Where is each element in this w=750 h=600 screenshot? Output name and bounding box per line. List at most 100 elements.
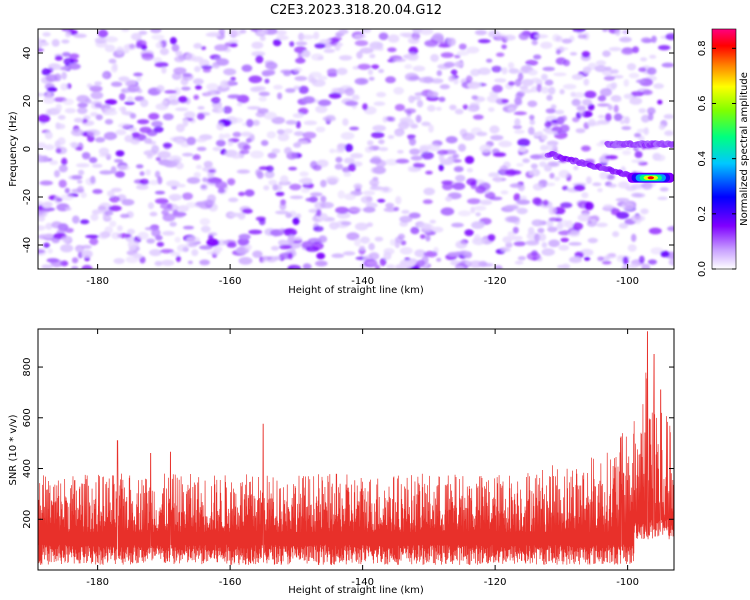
heatmap-speckle xyxy=(216,58,229,66)
heatmap-speckle xyxy=(130,32,142,41)
heatmap-speckle xyxy=(200,46,207,51)
heatmap-speckle xyxy=(445,136,458,144)
heatmap-speckle xyxy=(200,184,207,189)
heatmap-speckle xyxy=(325,175,340,184)
heatmap-speckle xyxy=(137,119,150,125)
heatmap-speckle xyxy=(273,84,283,90)
heatmap-speckle xyxy=(263,185,270,191)
heatmap-speckle xyxy=(514,118,521,127)
heatmap-speckle xyxy=(344,143,353,152)
heatmap-speckle xyxy=(318,235,328,243)
heatmap-speckle xyxy=(283,228,297,237)
heatmap-speckle xyxy=(104,226,113,235)
heatmap-speckle xyxy=(387,47,397,53)
heatmap-speckle xyxy=(498,140,513,148)
heatmap-speckle xyxy=(300,177,313,185)
heatmap-speckle xyxy=(206,32,221,37)
colorbar-tick-label: 0.2 xyxy=(697,206,708,222)
heatmap-speckle xyxy=(298,107,309,115)
heatmap-speckle xyxy=(421,121,431,127)
heatmap-speckle xyxy=(186,136,196,146)
heatmap-speckle xyxy=(584,90,597,99)
heatmap-speckle xyxy=(338,29,349,35)
heatmap-speckle xyxy=(151,120,163,128)
heatmap-speckle xyxy=(57,115,66,120)
heatmap-speckle xyxy=(634,132,642,138)
heatmap-speckle xyxy=(178,54,185,60)
heatmap-speckle xyxy=(316,252,326,260)
heatmap-speckle xyxy=(597,95,607,102)
heatmap-speckle xyxy=(64,187,70,194)
heatmap-speckle xyxy=(603,75,616,81)
heatmap-speckle xyxy=(486,58,493,63)
heatmap-speckle xyxy=(110,166,117,174)
heatmap-speckle xyxy=(427,105,436,112)
heatmap-speckle xyxy=(554,109,565,115)
heatmap-speckle xyxy=(38,114,51,123)
heatmap-speckle xyxy=(81,244,92,249)
heatmap-speckle xyxy=(398,121,410,130)
heatmap-speckle xyxy=(139,126,152,134)
heatmap-speckle xyxy=(407,166,416,172)
heatmap-speckle xyxy=(257,108,269,114)
heatmap-speckle xyxy=(206,83,219,91)
snr-y-ticks: 200 400 600 800 xyxy=(22,358,674,529)
heatmap-speckle xyxy=(369,186,384,191)
heatmap-speckle xyxy=(228,212,242,217)
heatmap-speckle xyxy=(359,47,374,54)
heatmap-speckle xyxy=(336,67,348,75)
heatmap-speckle xyxy=(602,260,612,265)
heatmap-speckle xyxy=(602,70,614,76)
heatmap-speckle xyxy=(441,180,454,185)
heatmap-speckle xyxy=(263,111,277,120)
heatmap-speckle xyxy=(392,58,406,63)
heatmap-speckle xyxy=(44,131,53,140)
heatmap-speckle xyxy=(545,108,556,114)
heatmap-speckle xyxy=(75,146,83,151)
y-tick-label: 600 xyxy=(22,408,33,427)
heatmap-speckle xyxy=(649,54,657,59)
heatmap-speckle xyxy=(395,196,402,205)
heatmap-speckle xyxy=(224,149,238,158)
heatmap-speckle xyxy=(115,150,125,157)
heatmap-speckle xyxy=(372,166,386,175)
heatmap-speckle xyxy=(546,219,554,228)
heatmap-speckle xyxy=(643,127,649,136)
heatmap-speckle xyxy=(408,137,417,146)
heatmap-speckle xyxy=(56,197,63,202)
heatmap-speckle xyxy=(367,140,374,146)
heatmap-speckle xyxy=(191,249,199,257)
colorbar-label: Normalized spectral amplitude xyxy=(739,72,750,226)
heatmap-speckle xyxy=(558,244,570,251)
heatmap-speckle xyxy=(168,99,180,106)
heatmap-y-ticks: -40 -20 0 20 40 xyxy=(22,47,674,253)
heatmap-speckle xyxy=(484,191,496,199)
heatmap-speckle xyxy=(440,158,454,166)
heatmap-speckle xyxy=(553,72,567,77)
heatmap-speckle xyxy=(382,116,388,123)
heatmap-speckle xyxy=(573,165,579,171)
heatmap-speckle xyxy=(44,144,55,151)
heatmap-speckle xyxy=(648,227,662,235)
heatmap-speckle xyxy=(541,134,548,141)
heatmap-speckle xyxy=(246,138,252,143)
heatmap-speckle xyxy=(432,226,444,233)
heatmap-speckle xyxy=(226,242,237,248)
heatmap-speckle xyxy=(154,170,161,178)
heatmap-speckle xyxy=(470,102,480,106)
heatmap-speckle xyxy=(60,194,74,201)
heatmap-speckle xyxy=(277,133,290,142)
heatmap-speckle xyxy=(508,81,515,86)
heatmap-speckle xyxy=(641,182,653,190)
heatmap-speckle xyxy=(587,103,595,111)
heatmap-speckle xyxy=(232,117,244,124)
colorbar-tick-label: 0.8 xyxy=(697,40,708,56)
heatmap-speckle xyxy=(359,245,365,250)
heatmap-speckle xyxy=(548,86,556,95)
heatmap-speckle xyxy=(164,90,177,94)
heatmap-speckle xyxy=(136,74,142,82)
heatmap-speckle xyxy=(479,199,493,205)
heatmap-speckle xyxy=(138,30,148,35)
heatmap-speckle xyxy=(251,41,264,49)
heatmap-speckle xyxy=(344,193,356,201)
